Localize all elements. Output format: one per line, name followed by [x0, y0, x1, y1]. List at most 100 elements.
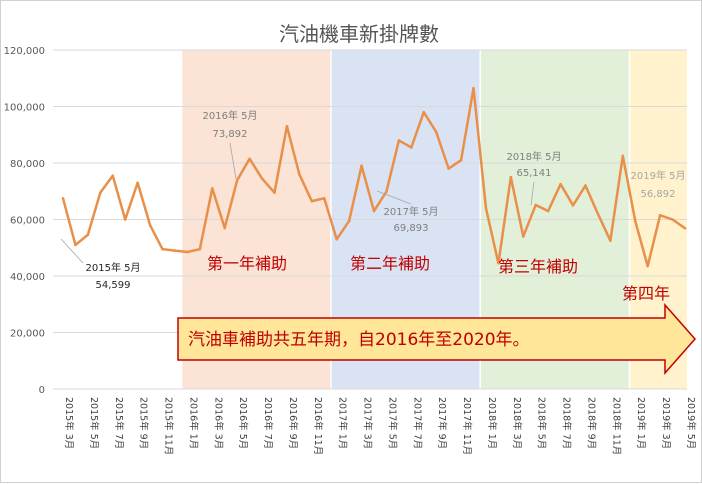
- data-point: [683, 226, 687, 230]
- data-point: [210, 187, 214, 190]
- x-tick-label: 2015年 3月: [63, 397, 75, 449]
- data-point: [248, 157, 251, 161]
- x-tick-label: 2017年 11月: [461, 397, 473, 455]
- x-tick-label: 2018年 1月: [486, 397, 498, 449]
- period-label: 第三年補助: [498, 257, 578, 276]
- data-point: [646, 264, 649, 268]
- data-point: [360, 164, 363, 168]
- series-line-group: [61, 86, 687, 268]
- data-point: [546, 209, 550, 213]
- data-point: [584, 184, 587, 187]
- data-point: [74, 243, 77, 247]
- data-point: [136, 181, 139, 185]
- period-label: 第四年: [622, 284, 670, 303]
- data-point: [459, 158, 463, 162]
- x-tick-label: 2019年 1月: [635, 397, 647, 449]
- arrow-text: 汽油車補助共五年期，自2016年至2020年。: [188, 330, 530, 350]
- chart-title: 汽油機車新掛牌數: [279, 22, 439, 46]
- data-point: [484, 206, 488, 210]
- x-axis: 2015年 3月 2015年 5月 2015年 7月 2015年 9月 2015年 11…: [63, 397, 697, 455]
- data-point: [111, 174, 115, 178]
- period-label: 第一年補助: [207, 254, 287, 273]
- x-tick-label: 2018年 3月: [511, 397, 523, 449]
- y-tick-label: 20,000: [10, 329, 45, 340]
- data-point: [422, 110, 426, 114]
- data-point: [173, 249, 177, 252]
- data-point: [385, 190, 388, 193]
- data-point: [447, 167, 450, 170]
- annotation-value: 56,892: [641, 189, 676, 200]
- x-tick-label: 2018年 9月: [585, 397, 597, 449]
- annotation-leader: [60, 238, 84, 264]
- data-point: [609, 239, 612, 242]
- data-point: [148, 223, 152, 227]
- annotation-value: 69,893: [394, 223, 429, 234]
- data-point: [559, 182, 562, 186]
- data-point: [61, 197, 65, 200]
- data-point: [397, 139, 401, 142]
- annotation-label: 2015年 5月: [86, 261, 141, 274]
- annotation-label: 2017年 5月: [384, 205, 439, 218]
- x-tick-label: 2015年 9月: [138, 397, 150, 449]
- data-point: [596, 212, 600, 216]
- annotation-label: 2018年 5月: [507, 150, 562, 163]
- x-tick-label: 2019年 3月: [660, 397, 672, 449]
- data-point: [260, 177, 264, 180]
- data-annotations: 2015年 5月 54,599 2016年 5月 73,892 2017年 5月 69,8…: [60, 109, 686, 291]
- data-point: [534, 203, 538, 207]
- x-tick-label: 2015年 11月: [163, 397, 175, 455]
- y-tick-label: 0: [39, 385, 45, 396]
- data-point: [285, 124, 289, 128]
- data-point: [198, 247, 202, 251]
- x-tick-label: 2016年 7月: [262, 397, 274, 449]
- data-point: [298, 173, 301, 176]
- data-point: [123, 218, 127, 221]
- annotation-value: 54,599: [96, 280, 131, 291]
- data-point: [434, 130, 438, 134]
- data-point: [671, 218, 674, 221]
- data-point: [186, 250, 189, 254]
- x-tick-label: 2017年 9月: [436, 397, 448, 449]
- data-point: [223, 226, 227, 230]
- data-point: [335, 237, 338, 241]
- y-tick-label: 120,000: [4, 46, 45, 57]
- data-point: [347, 219, 351, 223]
- data-point: [310, 199, 314, 203]
- data-point: [322, 197, 326, 200]
- x-tick-label: 2018年 11月: [610, 397, 622, 455]
- data-point: [497, 261, 500, 265]
- x-tick-label: 2015年 7月: [113, 397, 125, 449]
- y-tick-label: 80,000: [10, 159, 45, 170]
- x-tick-label: 2015年 5月: [88, 397, 100, 449]
- x-tick-label: 2017年 3月: [362, 397, 374, 449]
- x-tick-label: 2017年 1月: [337, 397, 349, 449]
- x-tick-label: 2016年 11月: [312, 397, 324, 455]
- annotation-leader: [530, 181, 535, 206]
- annotation-value: 73,892: [213, 129, 248, 140]
- annotation-leader: [229, 142, 237, 180]
- data-point: [658, 213, 662, 217]
- y-tick-label: 100,000: [4, 103, 45, 114]
- x-tick-label: 2016年 9月: [287, 397, 299, 449]
- subsidy-arrow: 汽油車補助共五年期，自2016年至2020年。: [177, 303, 697, 375]
- y-axis: 0 20,000 40,000 60,000 80,000 100,000 120,000: [4, 46, 45, 396]
- data-point: [472, 86, 475, 90]
- x-tick-label: 2018年 5月: [536, 397, 548, 449]
- data-point: [372, 209, 376, 213]
- data-point: [273, 191, 276, 194]
- data-point: [621, 154, 625, 158]
- data-point: [161, 247, 164, 251]
- y-tick-label: 60,000: [10, 216, 45, 227]
- x-tick-label: 2018年 7月: [561, 397, 573, 449]
- x-tick-label: 2016年 1月: [187, 397, 199, 449]
- annotation-label: 2019年 5月: [631, 169, 686, 182]
- data-point: [410, 146, 413, 149]
- y-tick-label: 40,000: [10, 272, 45, 283]
- annotation-label: 2016年 5月: [203, 109, 258, 122]
- data-point: [571, 204, 575, 207]
- x-tick-label: 2017年 5月: [386, 397, 398, 449]
- arrow-shape: [177, 303, 697, 375]
